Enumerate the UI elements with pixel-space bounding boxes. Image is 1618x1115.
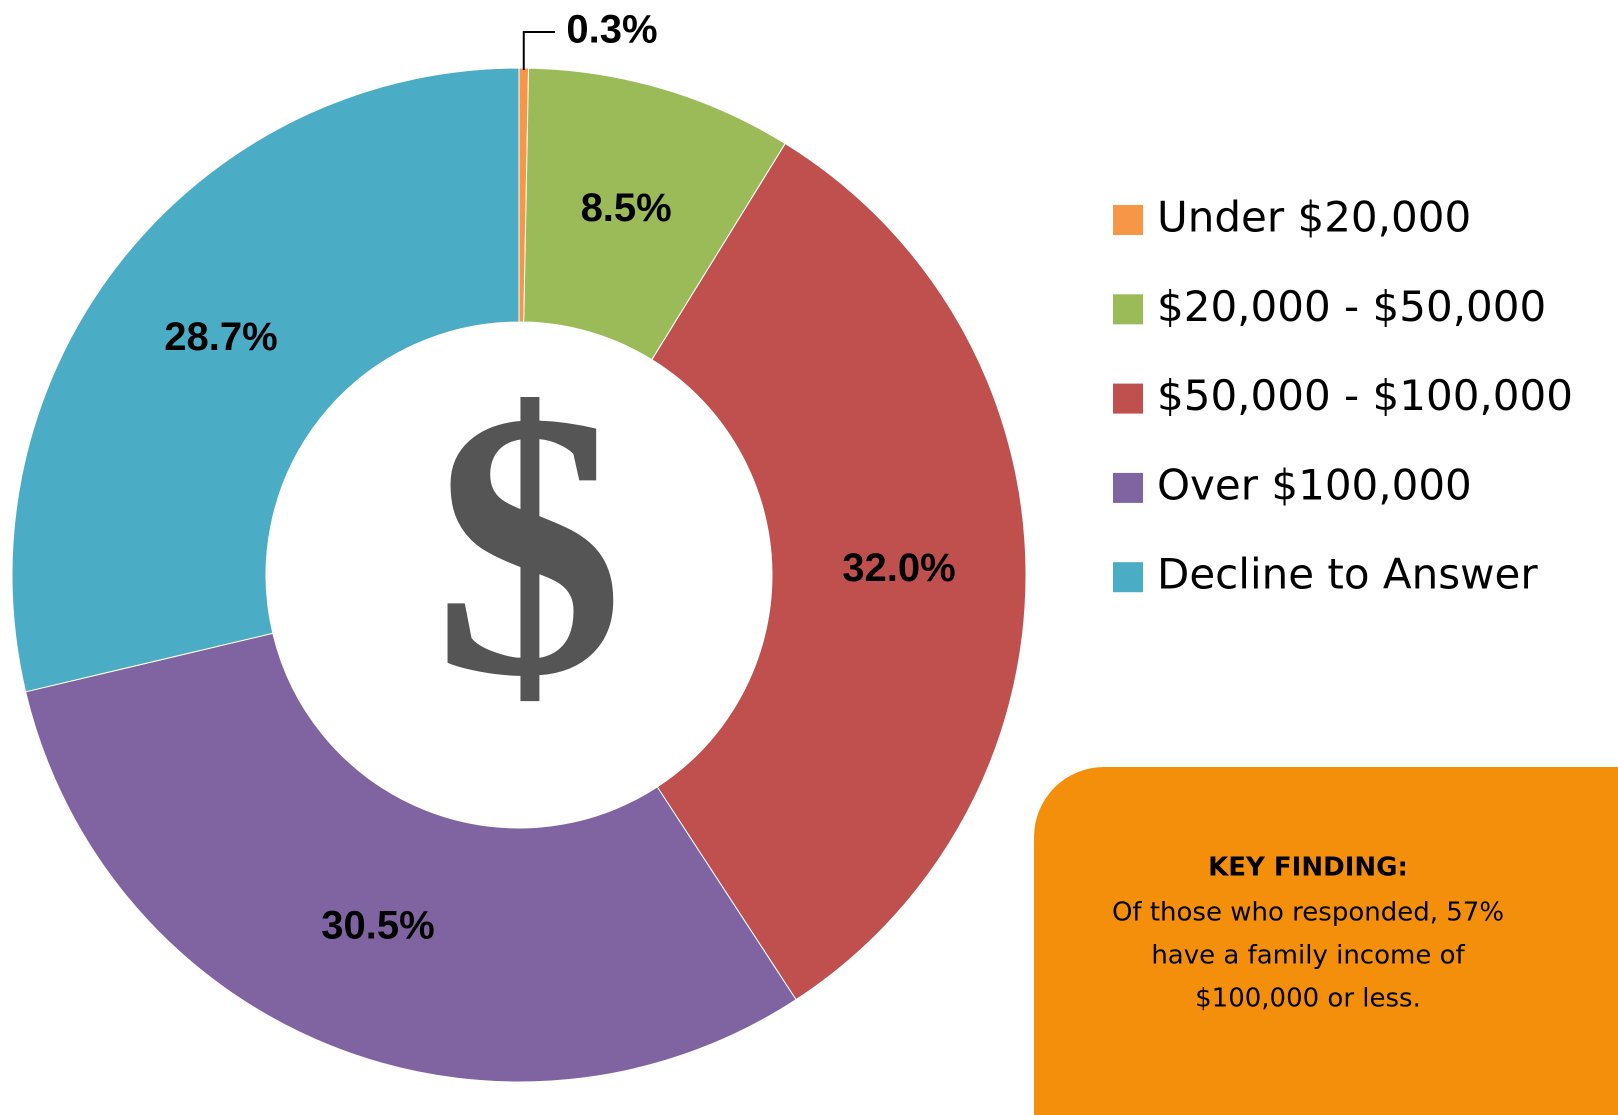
value-label: 32.0% bbox=[842, 546, 955, 590]
legend-swatch bbox=[1113, 205, 1143, 235]
donut-slice bbox=[11, 67, 520, 693]
donut-slice bbox=[25, 632, 797, 1083]
legend-swatch bbox=[1113, 472, 1143, 503]
legend-label: Over $100,000 bbox=[1157, 460, 1472, 509]
key-finding-line: have a family income of bbox=[1151, 941, 1465, 971]
value-label: 28.7% bbox=[164, 315, 277, 359]
key-finding-line: Of those who responded, 57% bbox=[1112, 898, 1504, 928]
legend-swatch bbox=[1113, 294, 1143, 325]
key-finding-title: KEY FINDING: bbox=[1208, 853, 1408, 883]
value-label: 0.3% bbox=[566, 8, 657, 52]
legend-label: $20,000 - $50,000 bbox=[1157, 282, 1546, 331]
value-label: 30.5% bbox=[321, 903, 434, 947]
legend-swatch bbox=[1113, 383, 1143, 414]
leader-line bbox=[522, 31, 555, 71]
legend-label: Under $20,000 bbox=[1157, 193, 1471, 242]
donut-slice bbox=[651, 142, 1027, 1001]
legend-swatch bbox=[1113, 562, 1143, 593]
legend-label: $50,000 - $100,000 bbox=[1157, 371, 1573, 420]
value-label: 8.5% bbox=[581, 186, 672, 230]
key-finding-box bbox=[1034, 767, 1618, 1115]
center-icon: $ bbox=[434, 334, 624, 755]
key-finding-line: $100,000 or less. bbox=[1195, 984, 1421, 1014]
legend-label: Decline to Answer bbox=[1157, 550, 1538, 599]
